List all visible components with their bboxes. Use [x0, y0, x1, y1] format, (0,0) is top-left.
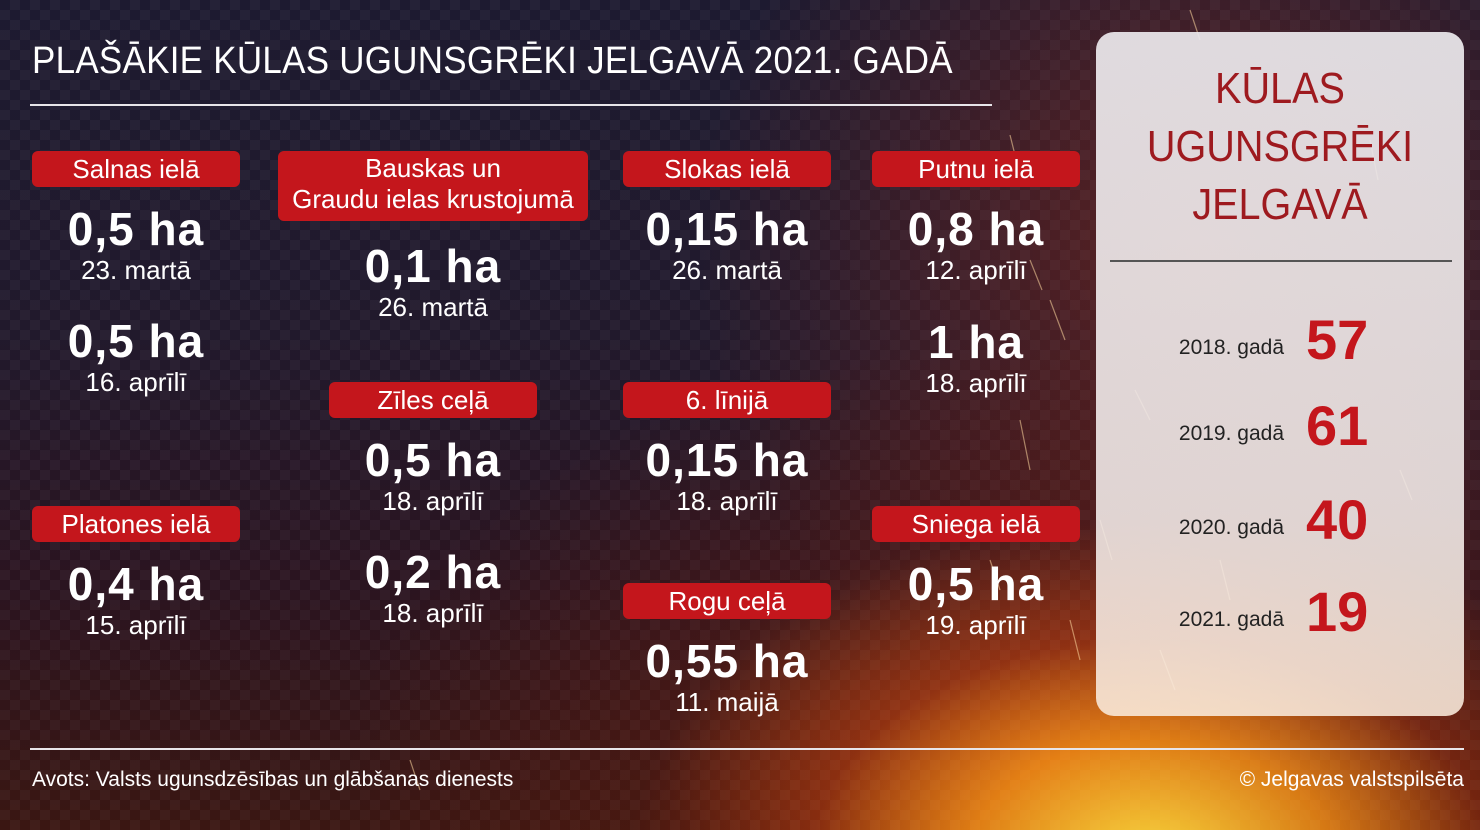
fire-entry: 0,8 ha 12. aprīlī — [872, 203, 1080, 285]
panel-title-line: KŪLAS — [1215, 64, 1345, 113]
title-divider — [30, 104, 992, 106]
year-stat: 2020. gadā 40 — [1096, 490, 1464, 550]
year-label: 2020. gadā — [1178, 516, 1284, 539]
year-stat: 2021. gadā 19 — [1096, 582, 1464, 642]
page-title: PLAŠĀKIE KŪLAS UGUNSGRĒKI JELGAVĀ 2021. … — [32, 40, 953, 82]
footer-divider — [30, 748, 1464, 750]
burned-area: 0,1 ha — [364, 240, 502, 292]
burned-area: 0,55 ha — [645, 635, 809, 687]
year-count: 19 — [1306, 580, 1369, 643]
statistics-panel: KŪLAS UGUNSGRĒKI JELGAVĀ 2018. gadā 57 2… — [1096, 32, 1464, 716]
source-note: Avots: Valsts ugunsdzēsības un glābšanas… — [32, 768, 514, 791]
fire-entry: 0,2 ha 18. aprīlī — [329, 546, 537, 628]
location-label: Putnu ielā — [872, 151, 1080, 187]
burned-area: 0,4 ha — [67, 558, 205, 610]
location-label: Salnas ielā — [32, 151, 240, 187]
panel-title: KŪLAS UGUNSGRĒKI JELGAVĀ — [1114, 60, 1445, 234]
year-count: 61 — [1306, 394, 1369, 457]
copyright-note: © Jelgavas valstspilsēta — [1239, 768, 1464, 791]
location-label-line: Graudu ielas krustojumā — [292, 184, 574, 214]
panel-title-line: UGUNSGRĒKI — [1146, 122, 1414, 171]
burned-area: 0,5 ha — [67, 203, 205, 255]
year-stat: 2019. gadā 61 — [1096, 396, 1464, 456]
burned-area: 1 ha — [927, 316, 1025, 368]
fire-date: 18. aprīlī — [676, 486, 778, 516]
fire-entry: 1 ha 18. aprīlī — [872, 316, 1080, 398]
fire-entry: 0,5 ha 19. aprīlī — [872, 558, 1080, 640]
fire-entry: 0,5 ha 16. aprīlī — [32, 315, 240, 397]
fire-entry: 0,4 ha 15. aprīlī — [32, 558, 240, 640]
location-label: Slokas ielā — [623, 151, 831, 187]
year-count: 40 — [1306, 488, 1369, 551]
fire-entry: 0,5 ha 18. aprīlī — [329, 434, 537, 516]
fire-date: 18. aprīlī — [925, 368, 1027, 398]
fire-date: 16. aprīlī — [85, 367, 187, 397]
panel-divider — [1110, 260, 1452, 262]
fire-date: 15. aprīlī — [85, 610, 187, 640]
location-label: Bauskas un Graudu ielas krustojumā — [278, 151, 588, 221]
location-label-line: Bauskas un — [365, 153, 501, 183]
fire-entry: 0,15 ha 26. martā — [623, 203, 831, 285]
location-label: 6. līnijā — [623, 382, 831, 418]
fire-entry: 0,15 ha 18. aprīlī — [623, 434, 831, 516]
fire-entry: 0,5 ha 23. martā — [32, 203, 240, 285]
burned-area: 0,8 ha — [907, 203, 1045, 255]
burned-area: 0,5 ha — [67, 315, 205, 367]
fire-date: 23. martā — [81, 255, 191, 285]
panel-title-line: JELGAVĀ — [1192, 180, 1368, 229]
year-count: 57 — [1306, 308, 1369, 371]
fire-date: 19. aprīlī — [925, 610, 1027, 640]
fire-date: 12. aprīlī — [925, 255, 1027, 285]
year-label: 2021. gadā — [1178, 608, 1284, 631]
year-stat: 2018. gadā 57 — [1096, 310, 1464, 370]
burned-area: 0,5 ha — [364, 434, 502, 486]
fire-date: 26. martā — [672, 255, 782, 285]
fire-date: 18. aprīlī — [382, 598, 484, 628]
burned-area: 0,2 ha — [364, 546, 502, 598]
burned-area: 0,15 ha — [645, 434, 809, 486]
location-label: Platones ielā — [32, 506, 240, 542]
fire-date: 11. maijā — [675, 687, 779, 717]
fire-date: 18. aprīlī — [382, 486, 484, 516]
location-label: Rogu ceļā — [623, 583, 831, 619]
location-label: Zīles ceļā — [329, 382, 537, 418]
year-label: 2019. gadā — [1178, 422, 1284, 445]
year-label: 2018. gadā — [1178, 336, 1284, 359]
fire-entry: 0,1 ha 26. martā — [278, 240, 588, 322]
burned-area: 0,15 ha — [645, 203, 809, 255]
fire-entry: 0,55 ha 11. maijā — [623, 635, 831, 717]
location-label: Sniega ielā — [872, 506, 1080, 542]
burned-area: 0,5 ha — [907, 558, 1045, 610]
fire-date: 26. martā — [378, 292, 488, 322]
